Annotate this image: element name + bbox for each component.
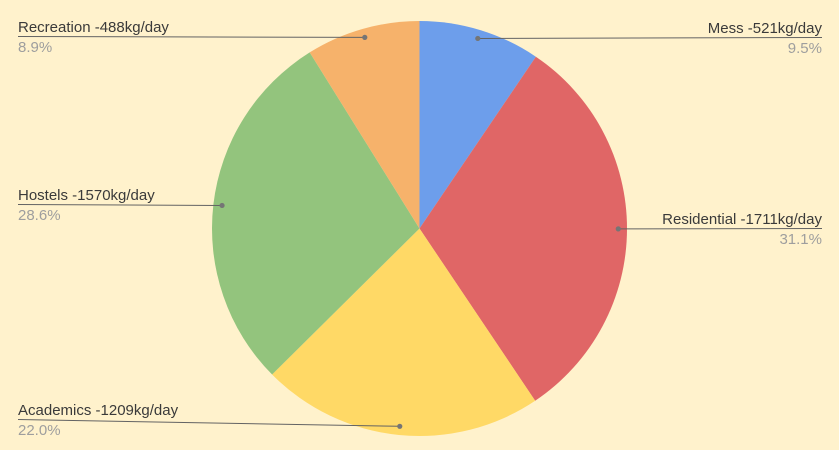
pie-label-residential: Residential -1711kg/day 31.1%	[662, 212, 822, 248]
pie-label-hostels-text: Hostels -1570kg/day	[18, 187, 155, 204]
leader-dot-mess	[475, 35, 481, 42]
leader-dot-residential	[615, 226, 621, 232]
pie-slice-hostels[interactable]	[212, 52, 420, 375]
pie-label-mess-text: Mess -521kg/day	[707, 20, 822, 37]
pie-label-residential-percent: 31.1%	[779, 230, 822, 248]
pie-label-hostels-percent: 28.6%	[18, 206, 61, 224]
pie-slice-mess[interactable]	[419, 20, 536, 229]
pie-slice-academics[interactable]	[272, 228, 536, 436]
leader-dot-hostels	[219, 202, 225, 209]
pie-slice-recreation[interactable]	[309, 20, 420, 229]
leader-dot-academics	[397, 423, 403, 429]
pie-label-academics: Academics -1209kg/day 22.0%	[18, 403, 178, 439]
pie-label-recreation: Recreation -488kg/day 8.9%	[18, 20, 169, 56]
leader-line-academics	[17, 419, 400, 427]
leader-line-hostels	[17, 204, 223, 206]
pie-label-recreation-percent: 8.9%	[18, 38, 53, 56]
leader-dot-recreation	[362, 34, 368, 40]
pie-label-mess: Mess -521kg/day 9.5%	[708, 21, 822, 57]
pie-label-mess-percent: 9.5%	[787, 39, 822, 57]
leader-line-mess	[477, 37, 823, 39]
pie-label-hostels: Hostels -1570kg/day 28.6%	[18, 188, 155, 224]
pie-slice-residential[interactable]	[419, 56, 628, 401]
pie-label-academics-text: Academics -1209kg/day	[18, 402, 179, 419]
leader-line-recreation	[17, 36, 365, 38]
pie-label-recreation-text: Recreation -488kg/day	[18, 19, 169, 36]
pie-label-residential-text: Residential -1711kg/day	[662, 211, 822, 228]
pie-label-academics-percent: 22.0%	[18, 421, 61, 439]
